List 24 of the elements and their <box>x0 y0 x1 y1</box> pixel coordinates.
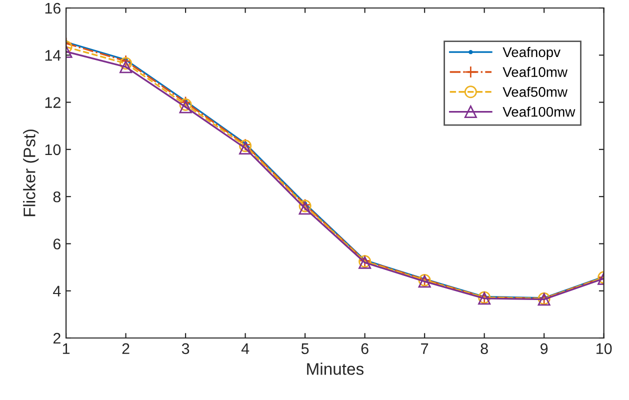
x-tick-label: 1 <box>62 343 70 354</box>
x-tick-label: 10 <box>596 343 612 354</box>
y-tick-label: 6 <box>53 238 61 250</box>
x-tick-label: 6 <box>361 343 368 354</box>
y-tick-label: 8 <box>53 191 61 202</box>
legend-label: Veaf10mw <box>502 66 568 77</box>
x-tick-label: 2 <box>122 343 130 354</box>
y-tick-label: 14 <box>45 50 61 61</box>
x-tick-label: 9 <box>540 343 548 354</box>
y-axis-title: Flicker (Pst) <box>23 130 39 216</box>
y-tick-label: 16 <box>45 2 61 14</box>
x-tick-label: 5 <box>301 343 309 354</box>
legend-label: Veaf50mw <box>502 86 568 97</box>
x-tick-label: 4 <box>241 343 250 354</box>
y-tick-label: 4 <box>53 286 61 296</box>
y-tick-label: 10 <box>45 144 61 156</box>
legend-label: Veafnopv <box>502 46 561 60</box>
x-tick-label: 3 <box>182 343 190 354</box>
legend-label: Veaf100mw <box>502 106 576 117</box>
y-tick-label: 2 <box>53 332 60 344</box>
x-axis-title: Minutes <box>307 362 364 375</box>
x-tick-label: 8 <box>480 343 488 354</box>
x-tick-label: 7 <box>421 343 428 354</box>
y-tick-label: 12 <box>45 97 60 108</box>
